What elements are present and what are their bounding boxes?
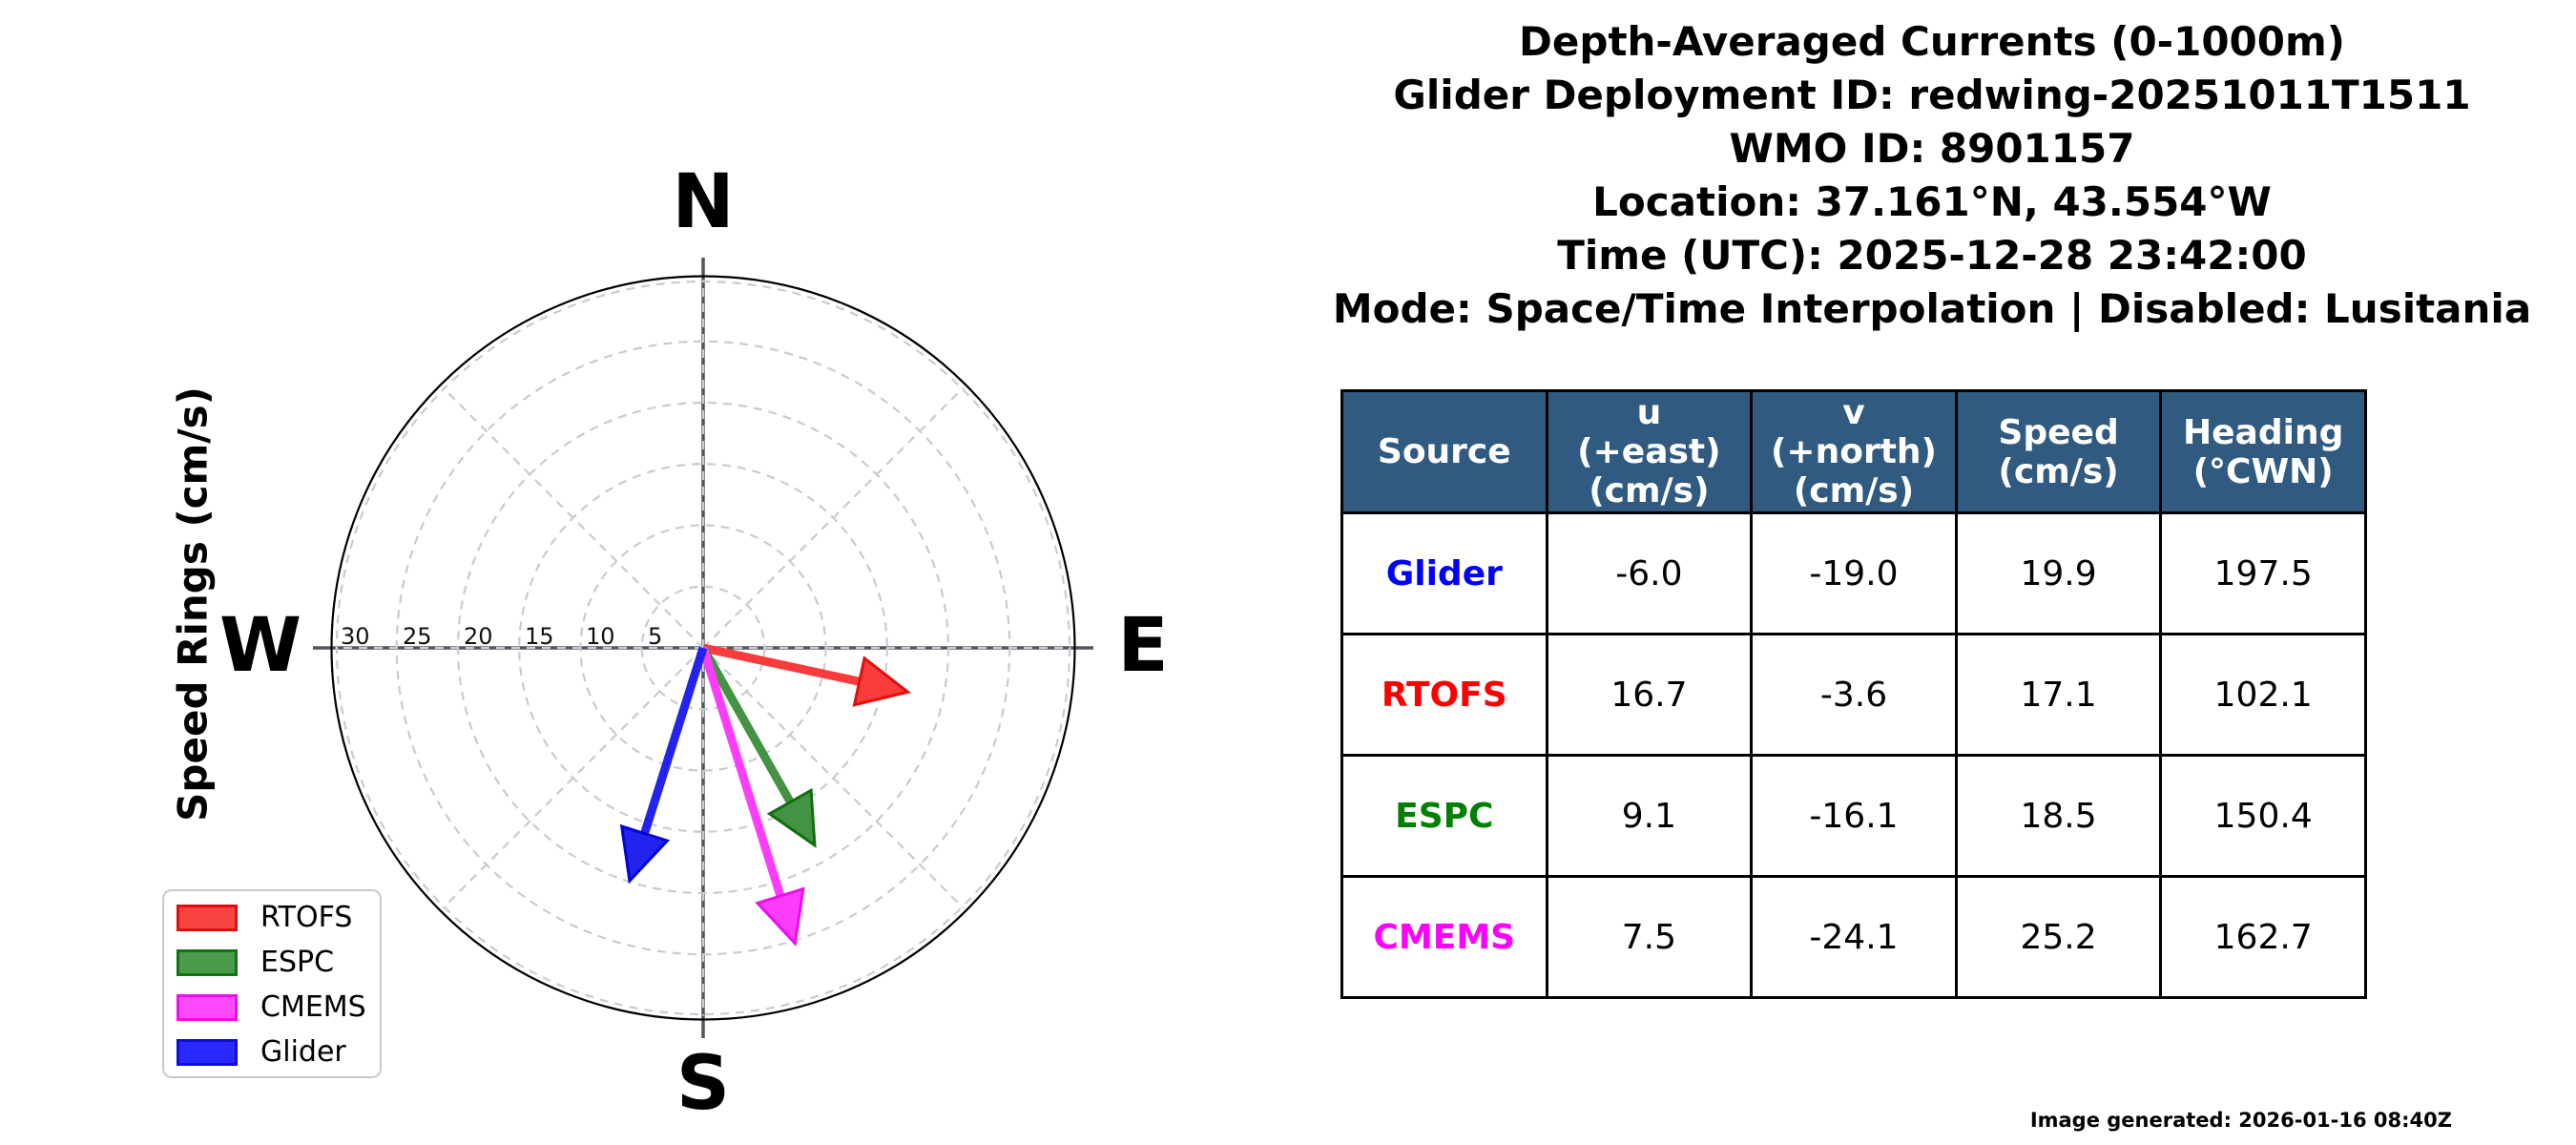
vector-shaft-rtofs — [702, 643, 866, 687]
current-vectors — [619, 643, 911, 947]
vector-arrow-rtofs — [702, 643, 911, 707]
ring-label-15: 15 — [525, 623, 554, 650]
legend-item-espc: ESPC — [177, 945, 380, 979]
speed-ring-tick-labels: 30 25 20 15 10 5 — [341, 623, 662, 650]
cell-speed: 18.5 — [1954, 754, 2163, 878]
legend-label-rtofs: RTOFS — [260, 900, 353, 934]
header-cell-0: Source — [1340, 389, 1548, 514]
spoke-45deg — [702, 647, 965, 909]
compass-label-west: W — [219, 603, 301, 689]
source-label: CMEMS — [1340, 875, 1548, 999]
page-title: Depth-Averaged Currents (0-1000m) — [1519, 18, 2345, 65]
header-cell-2: v (+north) (cm/s) — [1750, 389, 1958, 514]
cell-v: -19.0 — [1750, 511, 1958, 635]
image-generated-timestamp: Image generated: 2026-01-16 08:40Z — [2029, 1109, 2452, 1132]
vector-head-espc — [766, 787, 817, 848]
cell-u: 16.7 — [1545, 633, 1754, 757]
vector-shaft-espc — [699, 645, 798, 810]
currents-table: Source u (+east) (cm/s) v (+north) (cm/s) S… — [1340, 389, 2367, 999]
legend-swatch-rtofs — [177, 904, 238, 931]
header-cell-4: Heading (°CWN) — [2159, 389, 2367, 514]
legend-swatch-espc — [177, 948, 238, 976]
cell-v: -3.6 — [1750, 633, 1958, 757]
source-label: RTOFS — [1340, 633, 1548, 757]
source-label: Glider — [1340, 511, 1548, 635]
compass-labels: N E S W — [219, 159, 1169, 1127]
time-line: Time (UTC): 2025-12-28 23:42:00 — [1557, 232, 2307, 279]
cell-heading: 102.1 — [2159, 633, 2367, 757]
cell-v: -24.1 — [1750, 875, 1958, 999]
spoke-225deg — [442, 386, 704, 649]
header-cell-1: u (+east) (cm/s) — [1545, 389, 1754, 514]
vector-arrow-espc — [699, 645, 817, 848]
legend-label-cmems: CMEMS — [260, 989, 366, 1024]
location-line: Location: 37.161°N, 43.554°W — [1592, 178, 2272, 225]
ring-label-20: 20 — [464, 623, 493, 650]
wmo-id-line: WMO ID: 8901157 — [1729, 125, 2135, 172]
cell-heading: 197.5 — [2159, 511, 2367, 635]
spoke-315deg — [702, 386, 965, 649]
currents-table-header: Source u (+east) (cm/s) v (+north) (cm/s) S… — [1340, 389, 2367, 514]
vector-arrow-glider — [619, 646, 708, 885]
spoke-135deg — [442, 647, 704, 909]
speed-rings-axis-label: Speed Rings (cm/s) — [169, 386, 217, 822]
compass-label-north: N — [672, 159, 734, 245]
vector-head-cmems — [755, 886, 805, 947]
table-row-espc: ESPC 9.1 -16.1 18.5 150.4 — [1340, 754, 2367, 878]
cell-heading: 150.4 — [2159, 754, 2367, 878]
cell-v: -16.1 — [1750, 754, 1958, 878]
legend-swatch-glider — [177, 1038, 238, 1066]
cell-speed: 19.9 — [1954, 511, 2163, 635]
cell-speed: 25.2 — [1954, 875, 2163, 999]
mode-line: Mode: Space/Time Interpolation | Disable… — [1332, 285, 2532, 332]
legend-item-rtofs: RTOFS — [177, 900, 380, 934]
legend-swatch-cmems — [177, 993, 238, 1021]
vector-arrow-cmems — [698, 646, 805, 947]
polar-grid — [313, 258, 1093, 1038]
vector-shaft-cmems — [698, 646, 787, 904]
vector-shaft-glider — [638, 646, 708, 841]
legend-label-glider: Glider — [260, 1034, 346, 1069]
compass-label-east: E — [1117, 603, 1168, 689]
table-row-glider: Glider -6.0 -19.0 19.9 197.5 — [1340, 511, 2367, 635]
legend-item-glider: Glider — [177, 1034, 380, 1069]
cell-heading: 162.7 — [2159, 875, 2367, 999]
deployment-id-line: Glider Deployment ID: redwing-20251011T1… — [1393, 72, 2471, 118]
compass-label-south: S — [676, 1041, 730, 1127]
ring-label-10: 10 — [586, 623, 615, 650]
cell-speed: 17.1 — [1954, 633, 2163, 757]
ring-label-30: 30 — [341, 623, 370, 650]
cell-u: 9.1 — [1545, 754, 1754, 878]
current-vector-polar-plot: 30 25 20 15 10 5 N E S W — [219, 159, 1169, 1127]
cell-u: -6.0 — [1545, 511, 1754, 635]
source-label: ESPC — [1340, 754, 1548, 878]
ring-label-25: 25 — [403, 623, 432, 650]
table-row-rtofs: RTOFS 16.7 -3.6 17.1 102.1 — [1340, 633, 2367, 757]
ring-label-5: 5 — [648, 623, 662, 650]
vector-head-glider — [619, 823, 671, 885]
table-row-cmems: CMEMS 7.5 -24.1 25.2 162.7 — [1340, 875, 2367, 999]
header-cell-3: Speed (cm/s) — [1954, 389, 2163, 514]
legend-label-espc: ESPC — [260, 945, 335, 979]
cell-u: 7.5 — [1545, 875, 1754, 999]
title-block: Depth-Averaged Currents (0-1000m) Glider… — [1288, 15, 2576, 336]
legend: RTOFS ESPC CMEMS Glider — [162, 889, 382, 1078]
legend-item-cmems: CMEMS — [177, 989, 380, 1024]
polar-outer-circle — [330, 275, 1076, 1021]
vector-head-rtofs — [852, 656, 911, 707]
